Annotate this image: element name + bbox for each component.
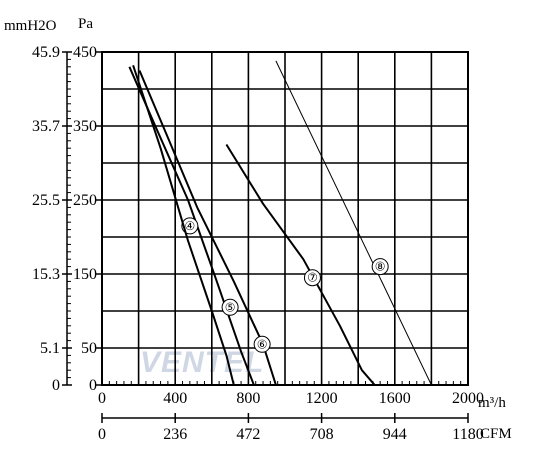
x-tick-label-cfm: 472 <box>236 426 260 443</box>
y-tick-label-pa: 150 <box>73 266 97 283</box>
curve-label-circle <box>221 298 239 316</box>
curve-5 <box>132 64 235 386</box>
curve-4 <box>128 66 255 386</box>
x-tick-label-m3h: 1200 <box>306 390 338 407</box>
curve-label-circle <box>371 258 389 276</box>
curve-label: ⑦ <box>307 271 318 285</box>
y-tick-label-pa: 50 <box>81 340 97 357</box>
y-tick-label-mmh2o: 15.3 <box>32 266 60 283</box>
curve-8 <box>275 60 432 386</box>
y-tick-label-pa: 0 <box>89 377 97 394</box>
x-tick-label-m3h: 400 <box>163 390 187 407</box>
grid <box>101 51 469 386</box>
x-tick-label-m3h: 0 <box>98 390 106 407</box>
y-tick-label-mmh2o: 25.5 <box>32 192 60 209</box>
x-unit-cfm: CFM <box>480 426 512 442</box>
watermark-text: VENTEL <box>140 346 264 379</box>
x-tick-label-cfm: 236 <box>163 426 187 443</box>
curve-6 <box>138 70 277 386</box>
x-tick-label-m3h: 800 <box>236 390 260 407</box>
y-unit-pa: Pa <box>78 16 93 32</box>
x-tick-label-m3h: 2000 <box>452 390 484 407</box>
y-tick-label-pa: 350 <box>73 118 97 135</box>
x-tick-label-m3h: 1600 <box>379 390 411 407</box>
axes <box>62 51 469 423</box>
curve-label: ⑧ <box>375 260 386 274</box>
tick-labels: 0 50 150 250 350 450 0 5.1 15.3 25.5 35.7 45.9 0 400 8… <box>32 44 484 443</box>
curve-label-circle <box>253 335 271 353</box>
y-tick-label-pa: 250 <box>73 192 97 209</box>
curves: ④ ⑤ ⑥ ⑦ ⑧ <box>128 60 432 386</box>
x-tick-label-cfm: 0 <box>98 426 106 443</box>
x-tick-label-cfm: 708 <box>310 426 334 443</box>
x-tick-label-cfm: 944 <box>383 426 407 443</box>
curve-label: ⑤ <box>225 300 236 314</box>
curve-label: ④ <box>184 219 195 233</box>
y-tick-label-mmh2o: 45.9 <box>32 44 60 61</box>
y-tick-label-mmh2o: 5.1 <box>40 340 60 357</box>
y-tick-label-pa: 450 <box>73 44 97 61</box>
curve-7 <box>225 143 376 386</box>
y-tick-label-mmh2o: 0 <box>52 377 60 394</box>
x-unit-m3h: m³/h <box>478 395 506 411</box>
curve-label-circle <box>303 269 321 287</box>
x-tick-label-cfm: 1180 <box>452 426 483 443</box>
y-tick-label-mmh2o: 35.7 <box>32 118 60 135</box>
curve-label: ⑥ <box>257 337 268 351</box>
y-unit-mmh2o: mmH2O <box>4 18 57 34</box>
